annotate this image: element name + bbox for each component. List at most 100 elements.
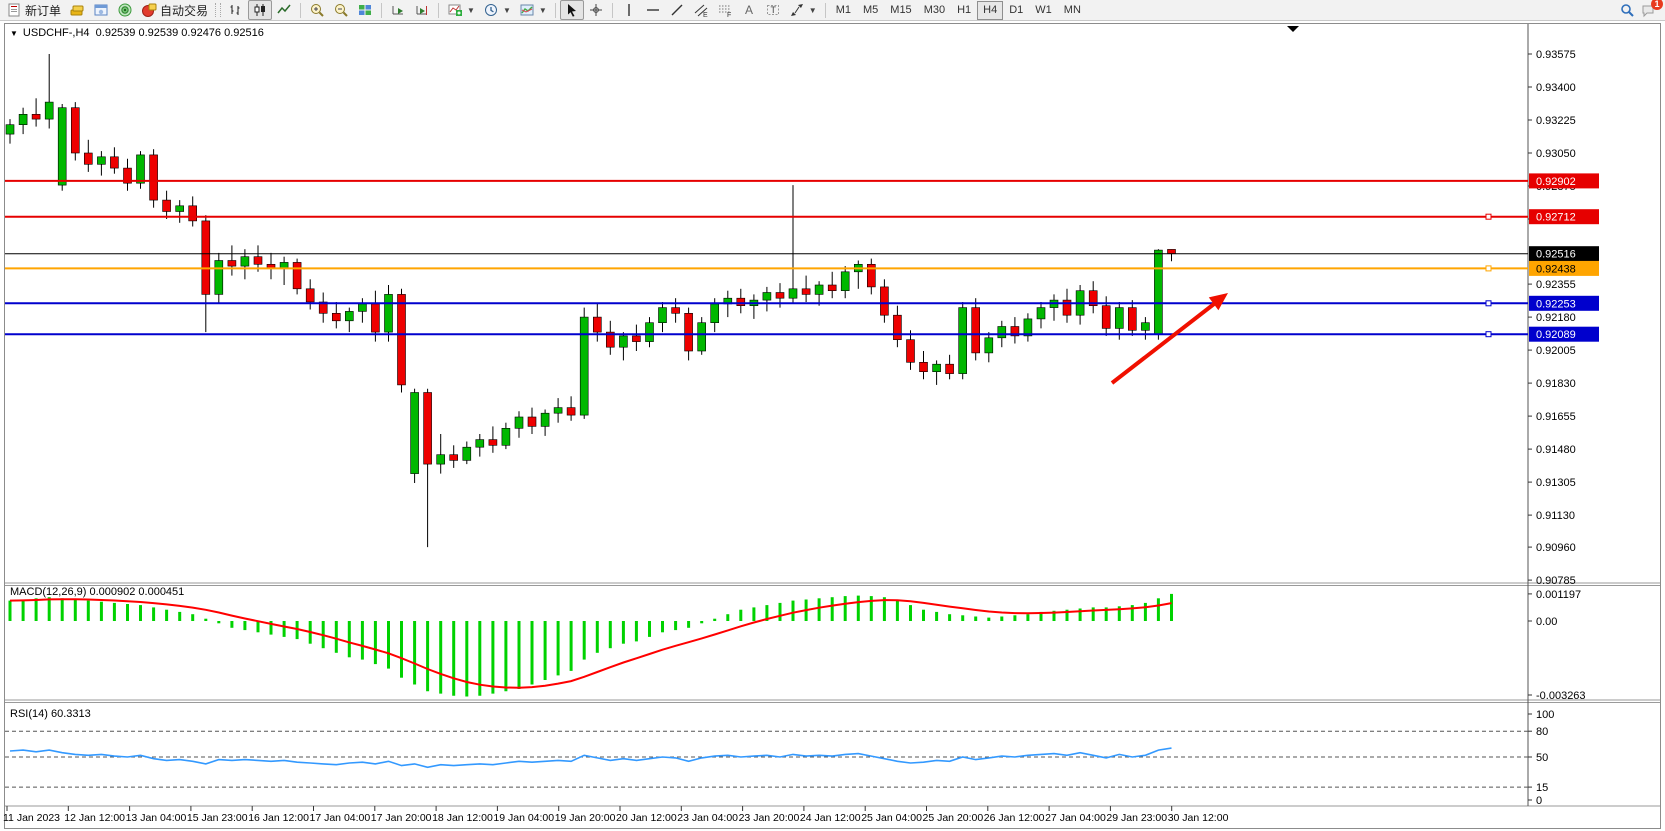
rsi-axis-tick: 80 [1536,726,1548,738]
zoom-in-icon [309,2,325,18]
price-axis-tick: 0.93225 [1536,115,1576,127]
dropdown-arrow-icon: ▼ [467,5,475,15]
svg-text:0.92253: 0.92253 [1536,298,1576,310]
vertical-line-button[interactable] [617,0,641,20]
text-label-button[interactable]: T [761,0,785,20]
timeframe-group: M1 M5 M15 M30 H1 H4 D1 W1 MN [830,0,1087,20]
line-handle[interactable] [1485,265,1492,272]
price-chart-svg[interactable]: 0.935750.934000.932250.930500.928750.927… [0,21,1665,831]
profiles-icon [69,2,85,18]
svg-text:F: F [727,12,731,18]
fibonacci-button[interactable]: F [713,0,737,20]
time-axis-label: 29 Jan 23:00 [1106,812,1167,824]
time-axis-label: 23 Jan 20:00 [739,812,800,824]
rsi-axis-tick: 15 [1536,782,1548,794]
price-badge: 0.92438 [1529,260,1599,276]
market-watch-button[interactable] [113,0,137,20]
line-handle[interactable] [1485,213,1492,220]
svg-text:0.92089: 0.92089 [1536,329,1576,341]
data-window-icon [93,2,109,18]
timeframe-button-M15[interactable]: M15 [890,4,912,16]
chart-shift-icon [414,2,430,18]
chart-title-text: USDCHF-,H4 0.92539 0.92539 0.92476 0.925… [22,27,264,39]
auto-trading-button[interactable]: 自动交易 [137,0,212,20]
bar-chart-icon [228,2,244,18]
clock-icon [483,2,499,18]
main-toolbar: 新订单 自动交易 [0,0,1665,21]
auto-scroll-button[interactable] [386,0,410,20]
crosshair-button[interactable] [584,0,608,20]
tile-windows-icon [357,2,373,18]
line-chart-icon [276,2,292,18]
time-axis-label: 27 Jan 04:00 [1045,812,1106,824]
rsi-axis-tick: 100 [1536,709,1554,721]
horizontal-line-button[interactable] [641,0,665,20]
time-axis-label: 13 Jan 04:00 [126,812,187,824]
timeframe-button-W1[interactable]: W1 [1035,4,1052,16]
rsi-indicator-label: RSI(14) 60.3313 [10,708,91,720]
chart-shift-marker[interactable] [1287,26,1299,32]
symbol-dropdown-icon[interactable]: ▼ [10,28,18,38]
equidistant-channel-button[interactable]: E [689,0,713,20]
line-handle[interactable] [1485,300,1492,307]
price-badge: 0.92712 [1529,209,1599,225]
time-axis-label: 11 Jan 2023 [3,812,60,824]
timeframe-button-D1[interactable]: D1 [1009,4,1024,16]
timeframe-button-H1[interactable]: H1 [957,4,972,16]
time-axis-label: 19 Jan 20:00 [555,812,616,824]
toolbar-separator [300,2,302,18]
timeframe-button-M1[interactable]: M1 [835,4,851,16]
chart-window[interactable]: 0.935750.934000.932250.930500.928750.927… [0,21,1665,831]
bar-chart-button[interactable] [224,0,248,20]
zoom-in-button[interactable] [305,0,329,20]
zoom-out-icon [333,2,349,18]
svg-text:E: E [703,12,708,18]
annotation-arrow[interactable] [1110,293,1228,385]
toolbar-separator [438,2,440,18]
timeframe-button-H4[interactable]: H4 [977,0,1004,20]
timeframe-button-MN[interactable]: MN [1063,4,1081,16]
macd-signal-line [9,598,1172,689]
templates-button[interactable]: ▼ [515,0,551,20]
timeframe-button-M5[interactable]: M5 [863,4,879,16]
time-axis-label: 25 Jan 04:00 [861,812,922,824]
line-handle[interactable] [1485,331,1492,338]
periods-button[interactable]: ▼ [479,0,515,20]
trendline-button[interactable] [665,0,689,20]
price-axis-tick: 0.93400 [1536,82,1576,94]
trendline-icon [669,2,685,18]
svg-text:T: T [770,5,776,15]
line-chart-button[interactable] [272,0,296,20]
svg-text:0.92712: 0.92712 [1536,212,1576,224]
time-axis-label: 17 Jan 04:00 [310,812,371,824]
toolbar-separator [611,2,613,18]
notifications-button[interactable]: 1 [1641,0,1663,18]
new-order-button[interactable]: 新订单 [2,0,65,20]
price-axis-tick: 0.93050 [1536,148,1576,160]
auto-trading-label: 自动交易 [160,3,209,18]
chart-shift-button[interactable] [410,0,434,20]
tile-windows-button[interactable] [353,0,377,20]
arrows-button[interactable]: ▼ [785,0,821,20]
price-badge: 0.92516 [1529,246,1599,262]
zoom-out-button[interactable] [329,0,353,20]
cursor-button[interactable] [559,0,584,20]
new-order-icon [6,2,22,18]
time-axis-label: 20 Jan 12:00 [616,812,677,824]
text-button[interactable]: A [737,0,761,20]
profiles-button[interactable] [65,0,89,20]
candlestick-series [5,54,1176,548]
data-window-button[interactable] [89,0,113,20]
fibonacci-icon: F [717,2,733,19]
price-axis-tick: 0.91655 [1536,411,1576,423]
candlestick-button[interactable] [248,0,273,20]
macd-histogram [8,593,1173,697]
timeframe-button-M30[interactable]: M30 [923,4,946,16]
indicators-button[interactable]: ▼ [443,0,479,20]
indicators-icon [447,2,463,18]
search-icon[interactable] [1619,2,1635,18]
dropdown-arrow-icon: ▼ [502,5,511,15]
price-axis-tick: 0.91130 [1536,510,1575,522]
price-axis-tick: 0.92355 [1536,279,1576,291]
time-axis-label: 18 Jan 12:00 [432,812,493,824]
